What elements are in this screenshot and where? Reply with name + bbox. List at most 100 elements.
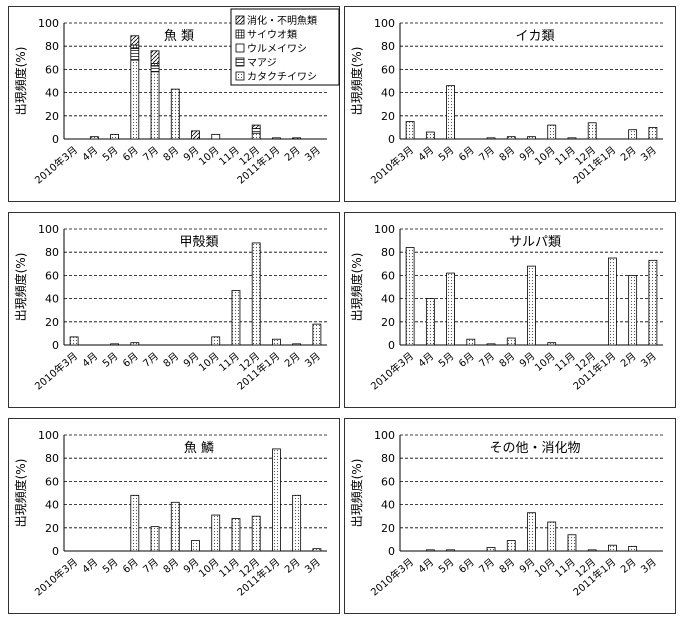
bar [130,44,140,49]
chart-title: イカ類 [515,29,554,44]
y-axis-label: 出現頻度(%) [13,47,28,116]
y-tick-label: 80 [45,246,59,259]
bar [506,136,516,140]
y-tick-label: 40 [381,293,395,306]
x-tick-label: 3月 [639,556,659,576]
y-tick-label: 100 [374,429,395,442]
bar [130,59,140,140]
x-tick-label: 8月 [161,144,181,164]
x-tick-label: 8月 [497,350,517,370]
bar [628,275,638,346]
x-tick-label: 2月 [282,556,302,576]
bar [567,534,577,552]
y-tick-label: 40 [381,87,395,100]
bar [292,343,302,346]
x-tick-label: 2010年3月 [32,349,80,392]
x-tick-label: 10月 [197,556,222,580]
bar [446,85,455,140]
bar [130,342,140,346]
x-tick-label: 5月 [436,144,456,164]
x-tick-label: 2010年3月 [368,349,416,392]
x-tick-label: 2010年3月 [368,555,416,598]
y-tick-label: 20 [381,110,395,123]
x-tick-label: 10月 [197,350,222,374]
y-tick-label: 40 [45,293,59,306]
y-tick-label: 0 [52,545,59,558]
bar [292,494,302,552]
y-tick-label: 80 [45,40,59,53]
x-tick-label: 8月 [497,556,517,576]
x-tick-label: 6月 [456,350,476,370]
x-tick-label: 2月 [282,350,302,370]
bar [547,124,557,140]
y-tick-label: 0 [388,133,395,146]
y-tick-label: 100 [374,223,395,236]
bar [547,521,557,552]
x-tick-label: 2月 [618,350,638,370]
bar [211,514,221,552]
y-axis-label: 出現頻度(%) [13,253,28,322]
bar [547,342,557,346]
bar [231,518,241,552]
chart-title: サルパ類 [509,235,561,250]
x-tick-label: 2010年3月 [32,555,80,598]
y-tick-label: 100 [38,223,59,236]
y-tick-label: 80 [381,40,395,53]
bar [312,548,322,552]
legend-swatch [235,29,245,39]
bar [211,336,221,346]
x-tick-label: 6月 [456,144,476,164]
bar [251,515,261,552]
legend-label: 消化・不明魚類 [247,14,317,27]
x-tick-label: 11月 [553,556,578,580]
bar [608,257,617,346]
bar [251,242,261,346]
x-tick-label: 6月 [456,556,476,576]
chart-title-bg [152,27,206,44]
chart-title-bg [480,439,590,456]
legend [230,8,340,86]
x-tick-label: 11月 [553,144,578,168]
y-tick-label: 20 [45,316,59,329]
bar [130,48,140,61]
panel-crustacea: 出現頻度(%) 0 20 40 60 80 100 2010年3月 4月 5月 6月 7月 8月 9月 10… [8,212,340,408]
x-tick-label: 5月 [436,350,456,370]
y-tick-label: 60 [381,475,395,488]
x-tick-label: 4月 [416,144,436,164]
y-tick-label: 60 [45,63,59,76]
x-tick-label: 11月 [217,144,242,168]
y-tick-label: 60 [381,63,395,76]
y-axis-label: 出現頻度(%) [349,459,364,528]
panel-squid: 出現頻度(%) 0 20 40 60 80 100 2010年3月 4月 5月 6月 7月 8月 9月 10… [344,6,676,202]
x-tick-label: 8月 [161,556,181,576]
bar [446,549,455,552]
legend-swatch [235,57,245,67]
y-axis-label: 出現頻度(%) [349,47,364,116]
bar [69,336,79,346]
y-tick-label: 0 [388,545,395,558]
bar [312,323,322,346]
bar [130,494,140,552]
y-tick-label: 80 [381,246,395,259]
x-tick-label: 2010年3月 [368,143,416,186]
bar [191,130,200,140]
bar [272,338,281,346]
bar [170,88,180,140]
bar [587,122,597,140]
x-tick-label: 6月 [120,350,140,370]
bar [506,337,516,346]
bar [405,247,415,346]
x-tick-label: 3月 [303,350,323,370]
bar [587,549,597,552]
bar [567,137,577,140]
x-tick-label: 10月 [533,350,558,374]
bar [272,448,281,552]
x-tick-label: 11月 [553,350,578,374]
bar [486,137,496,140]
x-tick-label: 7月 [477,556,497,576]
bar [150,50,160,65]
